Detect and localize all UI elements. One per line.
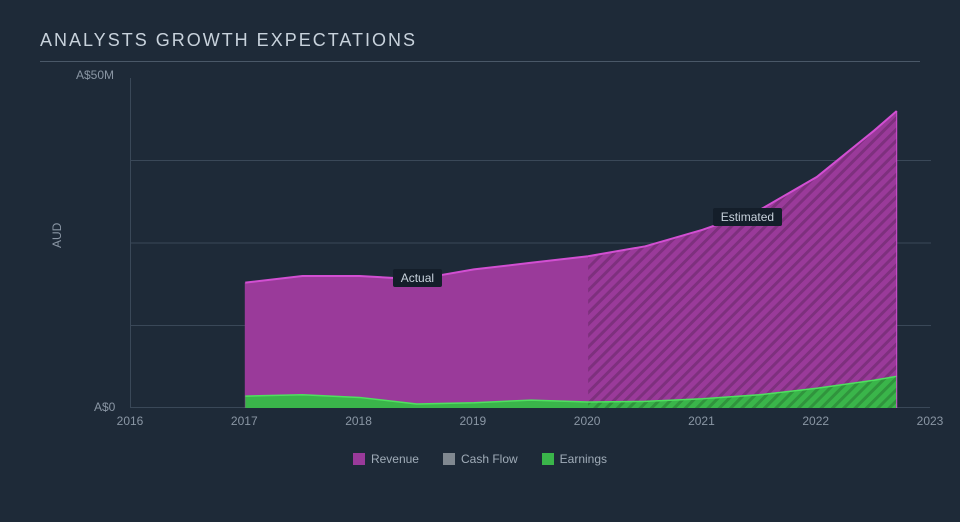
x-tick: 2021 <box>688 414 715 428</box>
legend-swatch-earnings <box>542 453 554 465</box>
legend-label-revenue: Revenue <box>371 452 419 466</box>
plot-svg <box>131 78 931 408</box>
legend-swatch-cashflow <box>443 453 455 465</box>
legend-item-cashflow: Cash Flow <box>443 452 518 466</box>
region-label-actual: Actual <box>393 269 442 287</box>
x-tick: 2018 <box>345 414 372 428</box>
y-tick-bottom: A$0 <box>94 400 115 414</box>
legend-label-cashflow: Cash Flow <box>461 452 518 466</box>
x-tick: 2017 <box>231 414 258 428</box>
x-tick: 2016 <box>117 414 144 428</box>
x-tick: 2020 <box>574 414 601 428</box>
legend-swatch-revenue <box>353 453 365 465</box>
x-tick: 2019 <box>459 414 486 428</box>
y-axis-label: AUD <box>50 223 64 248</box>
chart-area: A$50M AUD A$0 Actual Estimated 2016 2017 20… <box>40 68 920 468</box>
region-label-estimated: Estimated <box>713 208 782 226</box>
legend-item-revenue: Revenue <box>353 452 419 466</box>
x-tick: 2022 <box>802 414 829 428</box>
y-tick-top: A$50M <box>76 68 114 82</box>
legend-item-earnings: Earnings <box>542 452 607 466</box>
plot-region: Actual Estimated <box>130 78 930 408</box>
legend-label-earnings: Earnings <box>560 452 607 466</box>
x-tick: 2023 <box>917 414 944 428</box>
chart-title: ANALYSTS GROWTH EXPECTATIONS <box>40 30 920 62</box>
chart-container: ANALYSTS GROWTH EXPECTATIONS A$50M AUD A… <box>0 0 960 522</box>
legend: Revenue Cash Flow Earnings <box>40 452 920 466</box>
